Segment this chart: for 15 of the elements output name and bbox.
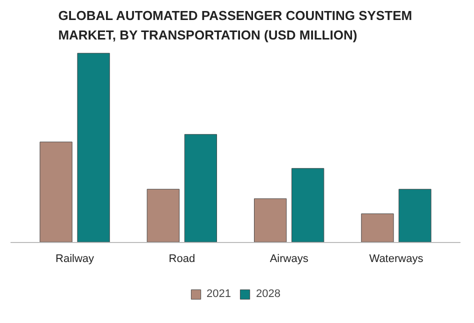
bar <box>184 134 217 242</box>
legend-label: 2021 <box>206 288 231 300</box>
x-tick-label: Railway <box>56 253 95 266</box>
bar <box>77 52 110 242</box>
bar <box>292 168 324 242</box>
x-tick-label: Road <box>168 253 196 266</box>
bar <box>40 142 72 242</box>
x-tick-label: Airways <box>270 253 309 266</box>
legend-label: 2028 <box>256 288 280 300</box>
bar <box>146 188 180 242</box>
bar <box>361 213 394 242</box>
chart-title: GLOBAL AUTOMATED PASSENGER COUNTING SYSTEM MARKET, BY TRANSPORTATION (USD MILLION) <box>58 8 412 42</box>
x-tick-label: Waterways <box>369 253 424 266</box>
bar <box>254 198 287 242</box>
bar <box>398 188 432 242</box>
